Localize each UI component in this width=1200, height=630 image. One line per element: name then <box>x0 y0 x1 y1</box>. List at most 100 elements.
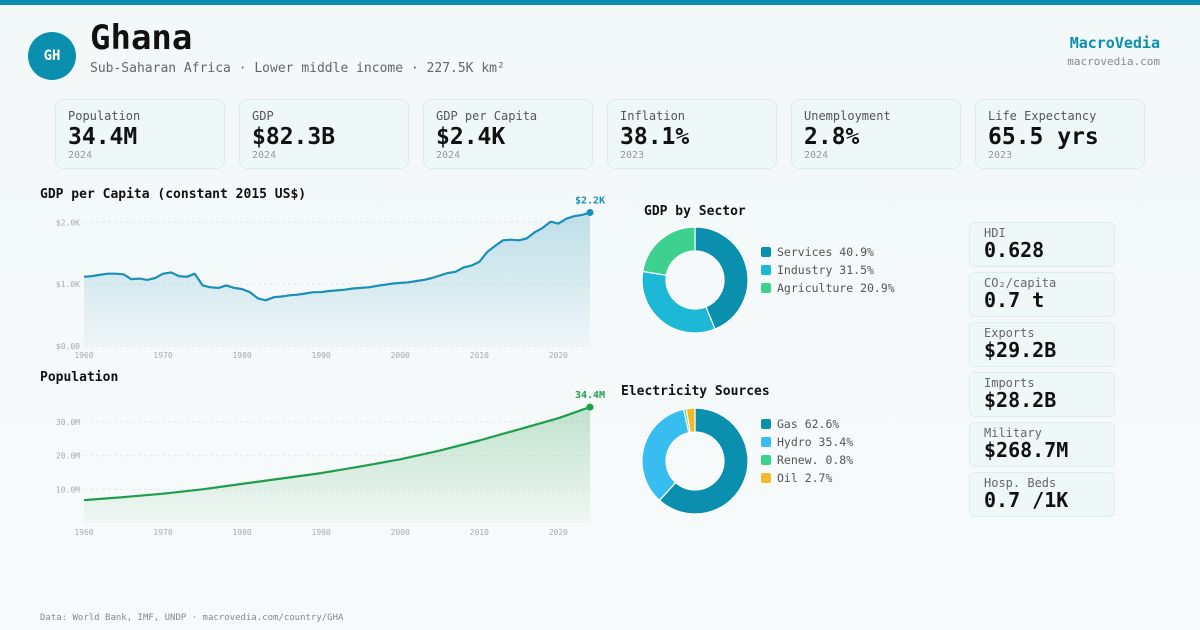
stat-card-unemployment: Unemployment 2.8% 2024 <box>791 99 961 169</box>
stat-year: 2024 <box>252 150 277 161</box>
legend-item-services: Services 40.9% <box>761 243 895 261</box>
side-label: Military <box>984 426 1042 440</box>
legend-item-industry: Industry 31.5% <box>761 261 895 279</box>
y-tick-label: 20.0M <box>56 452 80 461</box>
stat-card-population: Population 34.4M 2024 <box>55 99 225 169</box>
x-tick-label: 2000 <box>391 351 410 360</box>
legend-item-gas: Gas 62.6% <box>761 415 853 433</box>
legend-swatch <box>761 283 771 293</box>
side-label: CO₂/capita <box>984 276 1057 290</box>
side-value: 0.628 <box>984 238 1045 262</box>
page-subtitle: Sub-Saharan Africa · Lower middle income… <box>90 61 505 76</box>
legend-label: Oil 2.7% <box>777 471 833 485</box>
sector-chart-title: GDP by Sector <box>644 204 746 219</box>
y-tick-label: 10.0M <box>56 485 80 494</box>
end-point <box>586 403 594 411</box>
side-value: $268.7M <box>984 438 1069 462</box>
stat-value: 38.1% <box>620 124 690 150</box>
donut-slice <box>641 270 716 334</box>
legend-swatch <box>761 247 771 257</box>
sector-legend: Services 40.9% Industry 31.5% Agricultur… <box>761 243 895 297</box>
side-card-military: Military $268.7M <box>969 422 1115 467</box>
stat-label: Inflation <box>620 109 686 123</box>
x-tick-label: 2000 <box>391 528 410 537</box>
stat-year: 2023 <box>620 150 645 161</box>
stat-value: $82.3B <box>252 124 336 150</box>
side-card-imports: Imports $28.2B <box>969 372 1115 417</box>
x-tick-label: 2010 <box>470 528 489 537</box>
legend-swatch <box>761 455 771 465</box>
stat-year: 2023 <box>988 150 1013 161</box>
side-value: 0.7 t <box>984 288 1045 312</box>
x-tick-label: 1980 <box>232 351 251 360</box>
stat-value: 65.5 yrs <box>988 124 1099 150</box>
top-accent-bar <box>0 0 1200 5</box>
stat-label: Population <box>68 109 141 123</box>
x-tick-label: 1990 <box>312 351 331 360</box>
donut-slice <box>658 407 749 515</box>
end-point <box>586 208 594 216</box>
stat-card-inflation: Inflation 38.1% 2023 <box>607 99 777 169</box>
population-chart-title: Population <box>40 370 119 385</box>
side-label: Imports <box>984 376 1035 390</box>
stat-value: 2.8% <box>804 124 860 150</box>
electricity-legend: Gas 62.6% Hydro 35.4% Renew. 0.8% Oil 2.… <box>761 415 853 487</box>
stat-label: GDP per Capita <box>436 109 538 123</box>
side-label: HDI <box>984 226 1006 240</box>
stat-label: Unemployment <box>804 109 891 123</box>
legend-swatch <box>761 473 771 483</box>
x-tick-label: 1960 <box>74 528 93 537</box>
country-badge: GH <box>28 32 76 80</box>
legend-item-hydro: Hydro 35.4% <box>761 433 853 451</box>
y-tick-label: 30.0M <box>56 418 80 427</box>
stat-card-life-expectancy: Life Expectancy 65.5 yrs 2023 <box>975 99 1145 169</box>
end-value-label: $2.2K <box>575 195 605 206</box>
x-tick-label: 1970 <box>153 351 172 360</box>
series-area <box>84 407 590 523</box>
side-card-hospital-beds: Hosp. Beds 0.7 /1K <box>969 472 1115 517</box>
stat-card-gdp-per-capita: GDP per Capita $2.4K 2024 <box>423 99 593 169</box>
stat-label: Life Expectancy <box>988 109 1097 123</box>
gdp-by-sector-donut <box>641 226 749 334</box>
side-card-hdi: HDI 0.628 <box>969 222 1115 267</box>
legend-item-renew: Renew. 0.8% <box>761 451 853 469</box>
stat-card-gdp: GDP $82.3B 2024 <box>239 99 409 169</box>
x-tick-label: 1960 <box>74 351 93 360</box>
legend-swatch <box>761 419 771 429</box>
legend-item-oil: Oil 2.7% <box>761 469 853 487</box>
end-value-label: 34.4M <box>575 390 605 401</box>
y-tick-label: $0.00 <box>56 342 80 351</box>
legend-swatch <box>761 437 771 447</box>
stat-year: 2024 <box>436 150 461 161</box>
stat-year: 2024 <box>804 150 829 161</box>
country-badge-text: GH <box>43 48 61 64</box>
legend-label: Hydro 35.4% <box>777 435 854 449</box>
stat-label: GDP <box>252 109 274 123</box>
donut-slice <box>642 226 696 276</box>
legend-label: Agriculture 20.9% <box>777 281 895 295</box>
side-label: Hosp. Beds <box>984 476 1057 490</box>
side-value: $28.2B <box>984 388 1057 412</box>
x-tick-label: 2020 <box>549 528 568 537</box>
x-tick-label: 1980 <box>232 528 251 537</box>
y-tick-label: $2.0K <box>56 218 80 227</box>
electricity-chart-title: Electricity Sources <box>621 384 770 399</box>
donut-slice <box>694 226 749 330</box>
x-tick-label: 2010 <box>470 351 489 360</box>
electricity-sources-donut <box>641 407 749 515</box>
brand-url[interactable]: macrovedia.com <box>1067 55 1160 68</box>
donut-slice <box>641 408 690 502</box>
legend-label: Industry 31.5% <box>777 263 874 277</box>
brand-name[interactable]: MacroVedia <box>1069 34 1160 52</box>
legend-label: Gas 62.6% <box>777 417 840 431</box>
series-area <box>84 212 590 346</box>
stat-value: 34.4M <box>68 124 138 150</box>
series-line <box>83 406 591 502</box>
legend-label: Renew. 0.8% <box>777 453 854 467</box>
x-tick-label: 1970 <box>153 528 172 537</box>
donut-slice <box>685 407 696 434</box>
stat-value: $2.4K <box>436 124 506 150</box>
gdp-per-capita-chart: $0.00 $1.0K $2.0K 1960 1970 1980 1990 2000 2010 2… <box>56 195 605 360</box>
footer-source[interactable]: Data: World Bank, IMF, UNDP · macrovedia… <box>40 613 344 623</box>
x-tick-label: 1990 <box>312 528 331 537</box>
